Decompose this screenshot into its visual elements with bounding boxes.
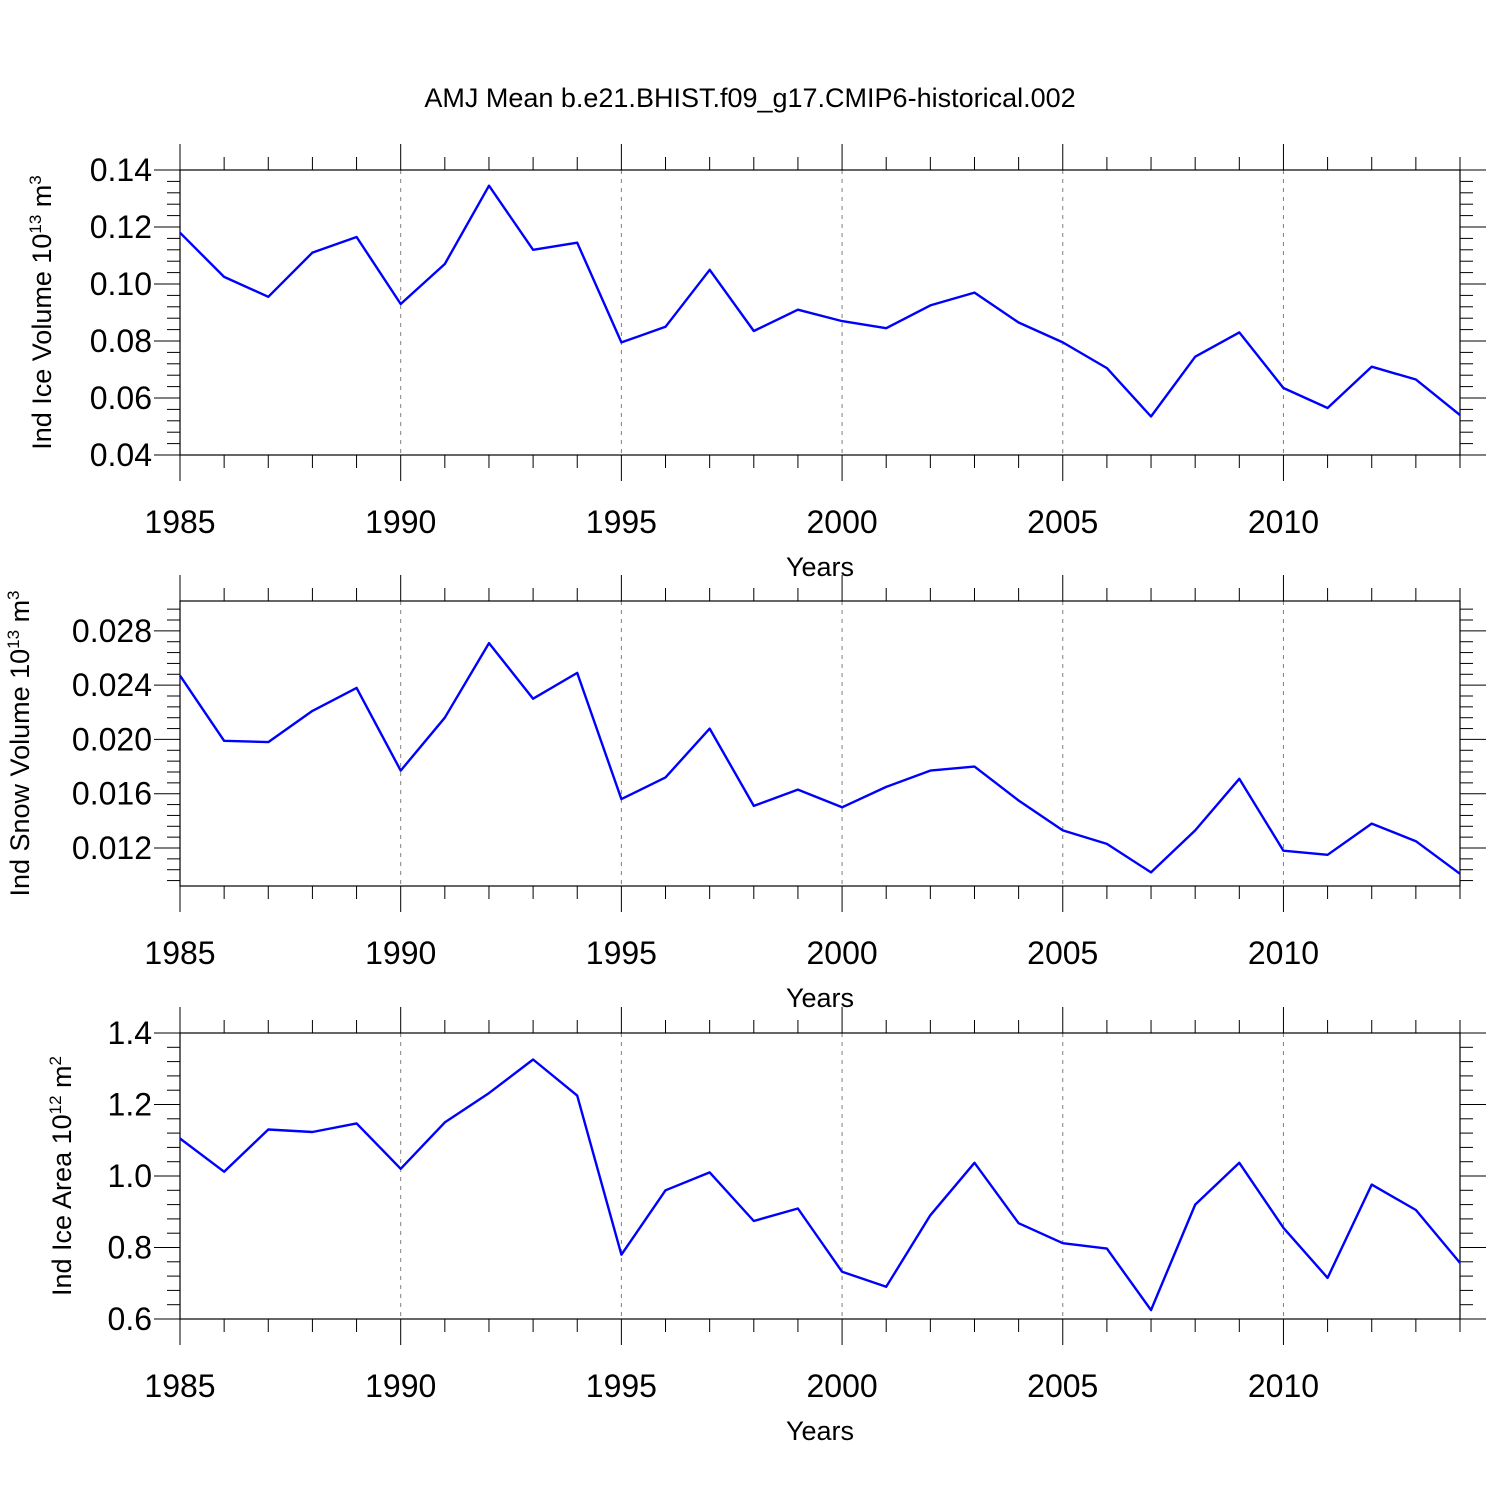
y-axis-title-unit: m xyxy=(5,600,35,630)
y-tick-label: 1.0 xyxy=(108,1158,152,1194)
y-axis-title-unit-exponent: 3 xyxy=(4,590,23,599)
x-tick-label: 2005 xyxy=(1027,935,1098,971)
y-axis-title: Ind Snow Volume 1013 m3 xyxy=(4,590,35,896)
x-tick-label: 1990 xyxy=(365,935,436,971)
panel-ice-volume: 0.04 0.06 0.08 0.10 0.12 0.14 1985 1990 1995 2000… xyxy=(26,144,1486,582)
y-tick-label: 0.012 xyxy=(72,830,152,866)
chart-title: AMJ Mean b.e21.BHIST.f09_g17.CMIP6-histo… xyxy=(424,83,1075,113)
x-tick-label: 1985 xyxy=(144,504,215,540)
x-tick-label: 2000 xyxy=(806,504,877,540)
y-tick-label: 0.06 xyxy=(90,380,152,416)
x-tick-label: 1990 xyxy=(365,1368,436,1404)
y-axis-title-exponent: 12 xyxy=(46,1095,65,1114)
x-tick-label: 2005 xyxy=(1027,504,1098,540)
x-tick-label: 2010 xyxy=(1248,1368,1319,1404)
x-tick-label: 1990 xyxy=(365,504,436,540)
x-tick-label: 1985 xyxy=(144,935,215,971)
y-axis-title-main: Ind Snow Volume 10 xyxy=(5,649,35,897)
y-tick-label: 0.14 xyxy=(90,152,152,188)
x-tick-label: 2005 xyxy=(1027,1368,1098,1404)
y-tick-label: 0.028 xyxy=(72,613,152,649)
y-tick-label: 0.8 xyxy=(108,1230,152,1266)
y-tick-label: 0.016 xyxy=(72,776,152,812)
x-tick-label: 1985 xyxy=(144,1368,215,1404)
y-tick-label: 0.020 xyxy=(72,721,152,757)
plot-frame xyxy=(179,1032,1461,1320)
y-tick-label: 0.04 xyxy=(90,437,152,473)
y-tick-label: 0.6 xyxy=(108,1301,152,1337)
plot-frame xyxy=(179,600,1461,887)
x-tick-label: 2000 xyxy=(806,935,877,971)
x-axis-title: Years xyxy=(786,552,854,582)
series-line xyxy=(179,641,1461,875)
y-axis-title-main: Ind Ice Area 10 xyxy=(47,1114,77,1296)
y-tick-label: 0.024 xyxy=(72,667,152,703)
x-tick-label: 2010 xyxy=(1248,504,1319,540)
x-tick-label: 1995 xyxy=(586,504,657,540)
x-tick-label: 2000 xyxy=(806,1368,877,1404)
y-axis-title-unit-exponent: 3 xyxy=(26,175,45,184)
y-tick-label: 0.10 xyxy=(90,266,152,302)
panel-ice-area: 0.6 0.8 1.0 1.2 1.4 1985 1990 1995 2000 2005 2010 Y… xyxy=(46,1007,1486,1446)
y-axis-title-unit: m xyxy=(47,1065,77,1095)
plot-frame xyxy=(179,169,1461,456)
x-tick-label: 2010 xyxy=(1248,935,1319,971)
y-axis-title-unit: m xyxy=(27,185,57,215)
y-axis-title: Ind Ice Area 1012 m2 xyxy=(46,1056,77,1296)
series-line xyxy=(179,184,1461,418)
series-line xyxy=(179,1058,1461,1312)
y-axis-title-unit-exponent: 2 xyxy=(46,1056,65,1065)
x-tick-label: 1995 xyxy=(586,935,657,971)
panel-snow-volume: 0.012 0.016 0.020 0.024 0.028 1985 1990 1995 200… xyxy=(4,575,1486,1013)
y-tick-label: 0.08 xyxy=(90,323,152,359)
y-tick-label: 1.4 xyxy=(108,1015,152,1051)
x-axis-title: Years xyxy=(786,983,854,1013)
y-axis-title-main: Ind Ice Volume 10 xyxy=(27,234,57,450)
x-tick-label: 1995 xyxy=(586,1368,657,1404)
y-axis-title-exponent: 13 xyxy=(4,630,23,649)
y-tick-label: 1.2 xyxy=(108,1087,152,1123)
y-tick-label: 0.12 xyxy=(90,209,152,245)
y-axis-title: Ind Ice Volume 1013 m3 xyxy=(26,175,57,450)
y-axis-title-exponent: 13 xyxy=(26,215,45,234)
x-axis-title: Years xyxy=(786,1416,854,1446)
